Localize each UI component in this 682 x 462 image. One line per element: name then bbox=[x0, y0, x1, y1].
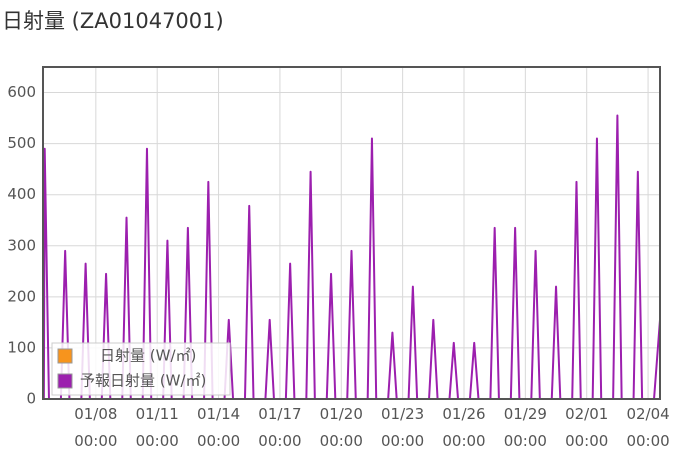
x-tick-text: 01/11 00:00 bbox=[136, 405, 179, 450]
legend-swatch bbox=[57, 373, 73, 389]
plot-border bbox=[42, 66, 661, 400]
y-tick-label: 600 bbox=[7, 83, 36, 101]
x-tick-time: 00:00 bbox=[320, 432, 363, 450]
x-tick-date: 01/14 bbox=[197, 405, 240, 423]
x-tick-text: 01/14 00:00 bbox=[197, 405, 240, 450]
x-tick-time: 00:00 bbox=[74, 432, 117, 450]
x-tick-text: 01/08 00:00 bbox=[74, 405, 117, 450]
y-tick-label: 0 bbox=[26, 390, 36, 408]
x-tick-text: 01/26 00:00 bbox=[442, 405, 485, 450]
x-tick-text: 02/01 00:00 bbox=[565, 405, 608, 450]
x-tick-time: 00:00 bbox=[381, 432, 424, 450]
y-tick-label: 500 bbox=[7, 134, 36, 152]
x-tick-time: 00:00 bbox=[565, 432, 608, 450]
x-tick-label: 02/01 00:00 bbox=[565, 405, 608, 450]
x-tick-label: 01/23 00:00 bbox=[381, 405, 424, 450]
x-tick-date: 02/04 bbox=[626, 405, 669, 423]
y-tick-label: 300 bbox=[7, 236, 36, 254]
x-tick-time: 00:00 bbox=[442, 432, 485, 450]
legend-swatch bbox=[57, 348, 73, 364]
x-tick-date: 01/23 bbox=[381, 405, 424, 423]
x-tick-date: 01/20 bbox=[320, 405, 363, 423]
x-tick-text: 02/04 00:00 bbox=[626, 405, 669, 450]
x-tick-label: 02/04 00:00 bbox=[626, 405, 669, 450]
y-tick-label: 200 bbox=[7, 287, 36, 305]
x-tick-time: 00:00 bbox=[136, 432, 179, 450]
x-tick-time: 00:00 bbox=[626, 432, 669, 450]
x-tick-time: 00:00 bbox=[504, 432, 547, 450]
x-tick-label: 01/11 00:00 bbox=[136, 405, 179, 450]
legend-label: 予報日射量 (W/㎡) bbox=[80, 372, 206, 390]
x-tick-label: 01/17 00:00 bbox=[258, 405, 301, 450]
y-tick-label: 100 bbox=[7, 338, 36, 356]
x-tick-time: 00:00 bbox=[197, 432, 240, 450]
x-tick-date: 01/26 bbox=[442, 405, 485, 423]
legend-box bbox=[51, 342, 231, 396]
x-tick-date: 01/29 bbox=[504, 405, 547, 423]
x-tick-text: 01/20 00:00 bbox=[320, 405, 363, 450]
x-tick-label: 01/26 00:00 bbox=[442, 405, 485, 450]
x-tick-date: 01/17 bbox=[258, 405, 301, 423]
legend-label: 日射量 (W/㎡) bbox=[100, 347, 196, 365]
y-tick-label: 400 bbox=[7, 185, 36, 203]
x-tick-time: 00:00 bbox=[258, 432, 301, 450]
x-tick-date: 01/11 bbox=[136, 405, 179, 423]
x-tick-date: 01/08 bbox=[74, 405, 117, 423]
chart-title: 日射量 (ZA01047001) bbox=[2, 9, 224, 33]
x-tick-label: 01/14 00:00 bbox=[197, 405, 240, 450]
x-tick-date: 02/01 bbox=[565, 405, 608, 423]
x-tick-label: 01/20 00:00 bbox=[320, 405, 363, 450]
x-tick-label: 01/08 00:00 bbox=[74, 405, 117, 450]
x-tick-text: 01/17 00:00 bbox=[258, 405, 301, 450]
x-tick-label: 01/29 00:00 bbox=[504, 405, 547, 450]
x-tick-text: 01/29 00:00 bbox=[504, 405, 547, 450]
x-tick-text: 01/23 00:00 bbox=[381, 405, 424, 450]
